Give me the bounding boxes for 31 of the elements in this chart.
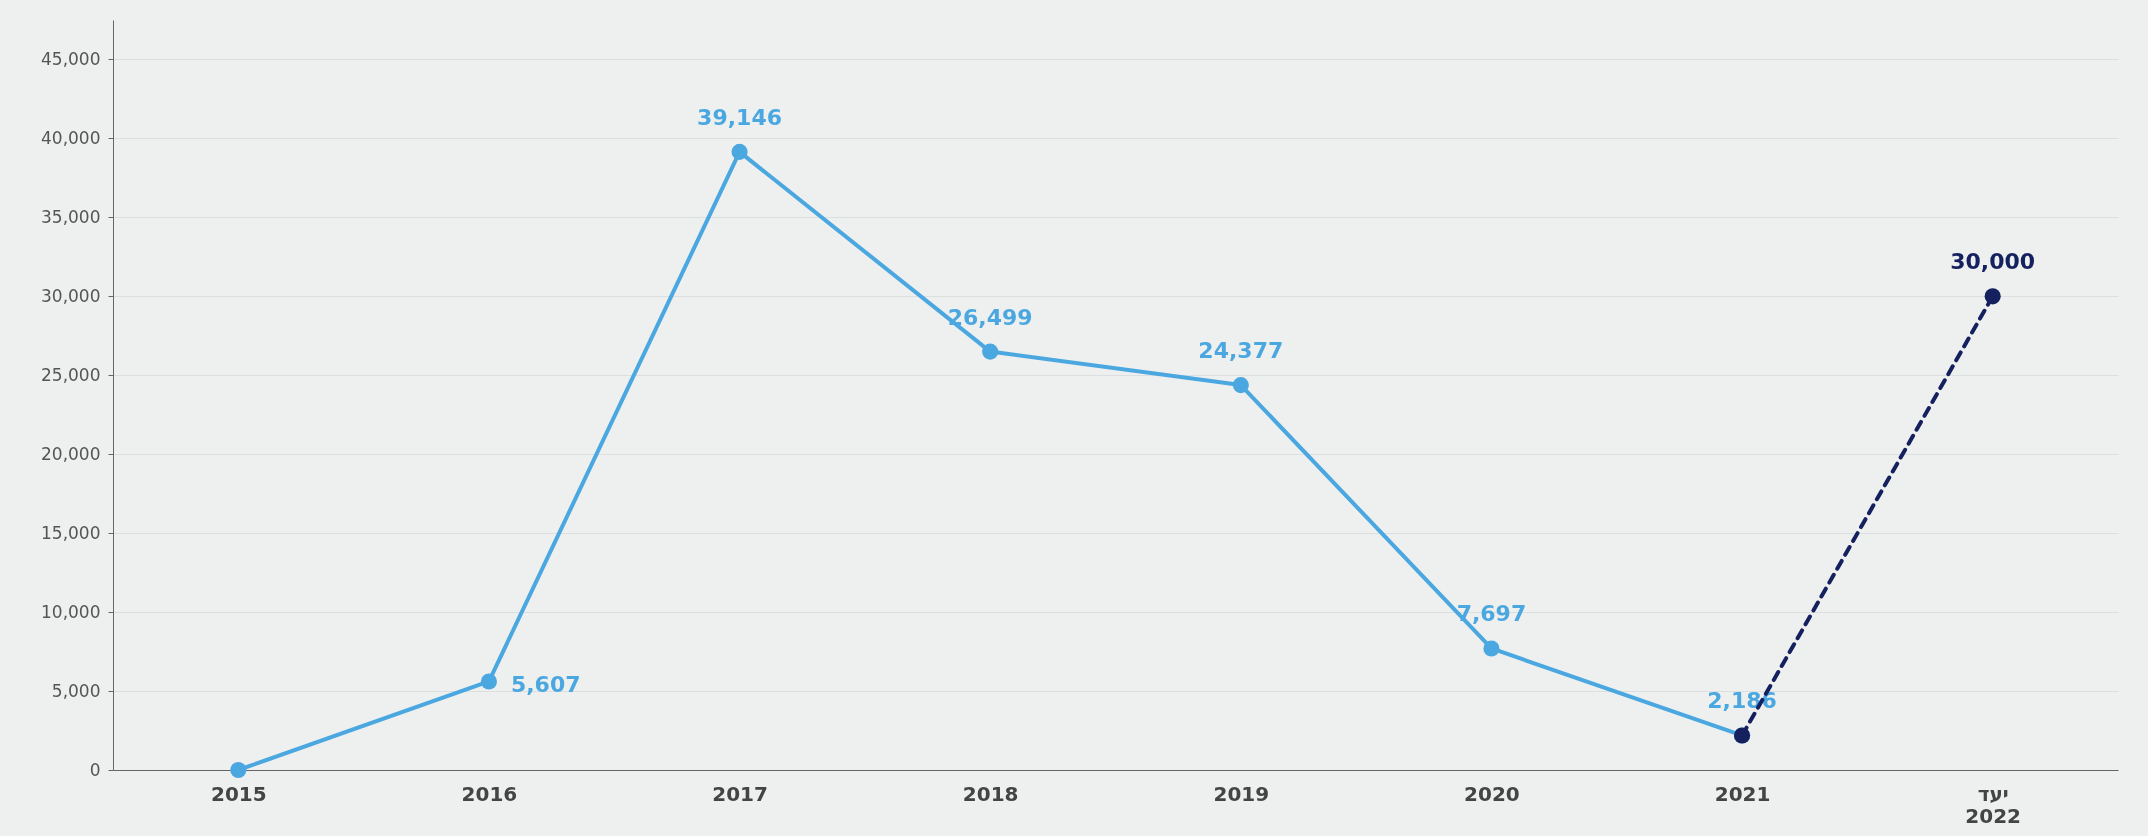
y-tick-label: 20,000: [41, 443, 101, 464]
x-tick-label: 2016: [461, 781, 518, 806]
y-tick-label: 40,000: [41, 127, 101, 148]
data-label: 26,499: [947, 304, 1033, 330]
point: [982, 343, 999, 360]
x-tick-label: 2021: [1714, 781, 1771, 806]
point: [1483, 640, 1500, 657]
data-label: 7,697: [1456, 601, 1527, 627]
point: [480, 673, 497, 690]
y-tick-label: 0: [89, 759, 101, 780]
y-tick-label: 30,000: [41, 285, 101, 306]
point: [731, 143, 748, 160]
data-label: 2,186: [1707, 688, 1777, 714]
point: [1984, 288, 2001, 305]
x-tick-label: 2018: [962, 781, 1019, 806]
y-tick-label: 25,000: [41, 364, 101, 385]
point: [230, 761, 247, 779]
data-label: 24,377: [1198, 338, 1284, 364]
data-label: 5,607: [510, 672, 581, 698]
y-tick-label: 35,000: [41, 206, 101, 227]
data-label: 39,146: [697, 104, 783, 130]
y-tick-label: 5,000: [51, 680, 101, 701]
y-tick-label: 10,000: [41, 601, 101, 622]
point: [1232, 377, 1249, 394]
x-tick-label: 2019: [1213, 781, 1270, 806]
data-label: 30,000: [1950, 249, 2036, 275]
x-tick-label: 2017: [712, 781, 768, 806]
x-tick-label: 2015: [210, 781, 267, 806]
x-tick-label: 2020: [1464, 781, 1520, 806]
y-tick-label: 15,000: [41, 522, 101, 543]
y-tick-label: 45,000: [41, 48, 101, 69]
